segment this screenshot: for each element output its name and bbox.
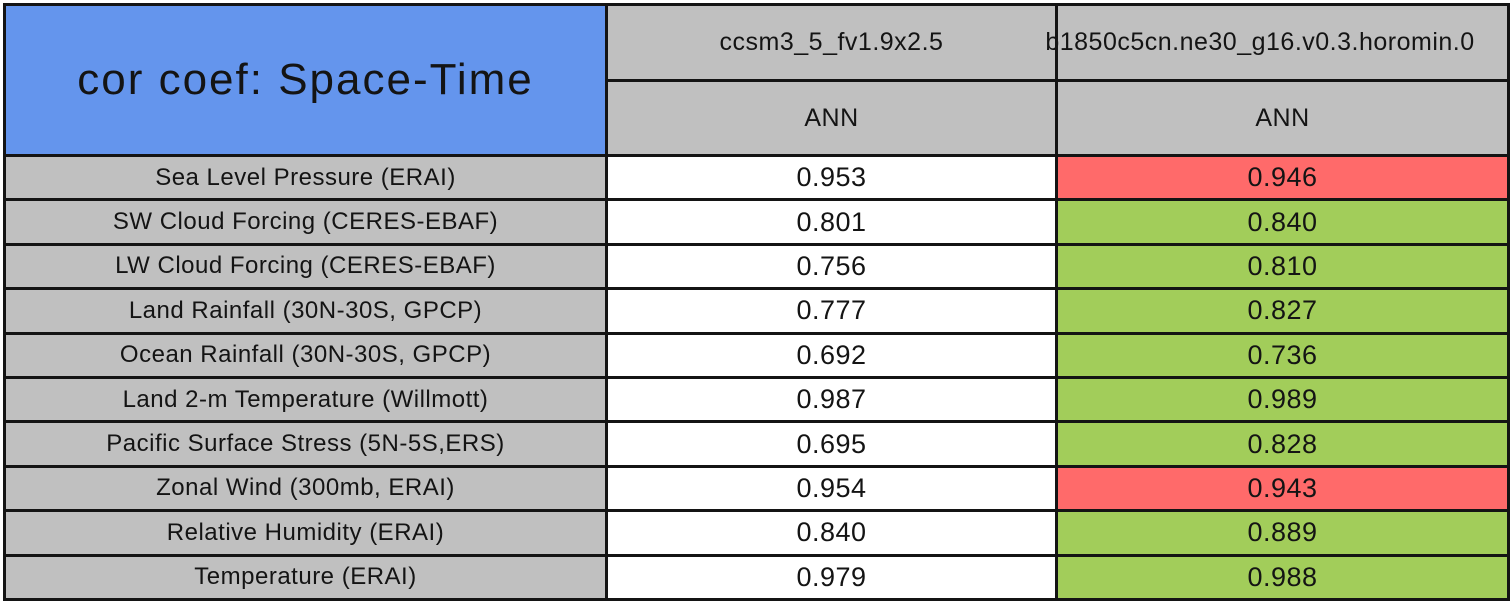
value-cell-model2: 0.946 (1055, 153, 1510, 202)
season-header-model1: ANN (605, 79, 1058, 157)
table-title: cor coef: Space-Time (3, 3, 608, 157)
table-row: Land Rainfall (30N-30S, GPCP) 0.777 0.82… (3, 287, 1510, 335)
model-header-row: cor coef: Space-Time ccsm3_5_fv1.9x2.5 b… (3, 3, 1510, 157)
value-cell-model2: 0.840 (1055, 198, 1510, 246)
value-cell-model2: 0.736 (1055, 331, 1510, 379)
value-cell-model1: 0.801 (605, 198, 1058, 246)
row-label: Zonal Wind (300mb, ERAI) (3, 464, 608, 513)
value-cell-model1: 0.954 (605, 464, 1058, 513)
row-label: Relative Humidity (ERAI) (3, 509, 608, 557)
value-cell-model1: 0.695 (605, 420, 1058, 468)
row-label: Land 2-m Temperature (Willmott) (3, 375, 608, 424)
model1-name: ccsm3_5_fv1.9x2.5 (719, 28, 944, 56)
value-cell-model1: 0.979 (605, 553, 1058, 602)
table-row: Land 2-m Temperature (Willmott) 0.987 0.… (3, 375, 1510, 424)
value-cell-model2: 0.889 (1055, 509, 1510, 557)
season-header-model2: ANN (1055, 79, 1510, 157)
value-cell-model1: 0.987 (605, 375, 1058, 424)
row-label: Temperature (ERAI) (3, 553, 608, 602)
value-cell-model1: 0.840 (605, 509, 1058, 557)
table-row: Pacific Surface Stress (5N-5S,ERS) 0.695… (3, 420, 1510, 468)
value-cell-model2: 0.989 (1055, 375, 1510, 424)
table-row: Zonal Wind (300mb, ERAI) 0.954 0.943 (3, 464, 1510, 513)
row-label: SW Cloud Forcing (CERES-EBAF) (3, 198, 608, 246)
value-cell-model2: 0.810 (1055, 242, 1510, 291)
row-label: LW Cloud Forcing (CERES-EBAF) (3, 242, 608, 291)
value-cell-model1: 0.756 (605, 242, 1058, 291)
model2-name: b1850c5cn.ne30_g16.v0.3.horomin.0 (1045, 28, 1475, 56)
column-header-model1: ccsm3_5_fv1.9x2.5 (605, 3, 1058, 82)
table-row: SW Cloud Forcing (CERES-EBAF) 0.801 0.84… (3, 198, 1510, 246)
table-row: Temperature (ERAI) 0.979 0.988 (3, 553, 1510, 602)
row-label: Sea Level Pressure (ERAI) (3, 153, 608, 202)
value-cell-model2: 0.828 (1055, 420, 1510, 468)
value-cell-model2: 0.988 (1055, 553, 1510, 602)
row-label: Land Rainfall (30N-30S, GPCP) (3, 287, 608, 335)
value-cell-model2: 0.827 (1055, 287, 1510, 335)
season-header-row: ANN ANN (5, 79, 1510, 157)
row-label: Pacific Surface Stress (5N-5S,ERS) (3, 420, 608, 468)
value-cell-model2: 0.943 (1055, 464, 1510, 513)
value-cell-model1: 0.692 (605, 331, 1058, 379)
row-label: Ocean Rainfall (30N-30S, GPCP) (3, 331, 608, 379)
table-row: Ocean Rainfall (30N-30S, GPCP) 0.692 0.7… (3, 331, 1510, 379)
table-row: Relative Humidity (ERAI) 0.840 0.889 (3, 509, 1510, 557)
table-row: LW Cloud Forcing (CERES-EBAF) 0.756 0.81… (3, 242, 1510, 291)
value-cell-model1: 0.777 (605, 287, 1058, 335)
table-row: Sea Level Pressure (ERAI) 0.953 0.946 (3, 153, 1510, 202)
cor-coef-table: cor coef: Space-Time ccsm3_5_fv1.9x2.5 b… (3, 3, 1510, 602)
column-header-model2: b1850c5cn.ne30_g16.v0.3.horomin.0 (1045, 3, 1510, 82)
value-cell-model1: 0.953 (605, 153, 1058, 202)
